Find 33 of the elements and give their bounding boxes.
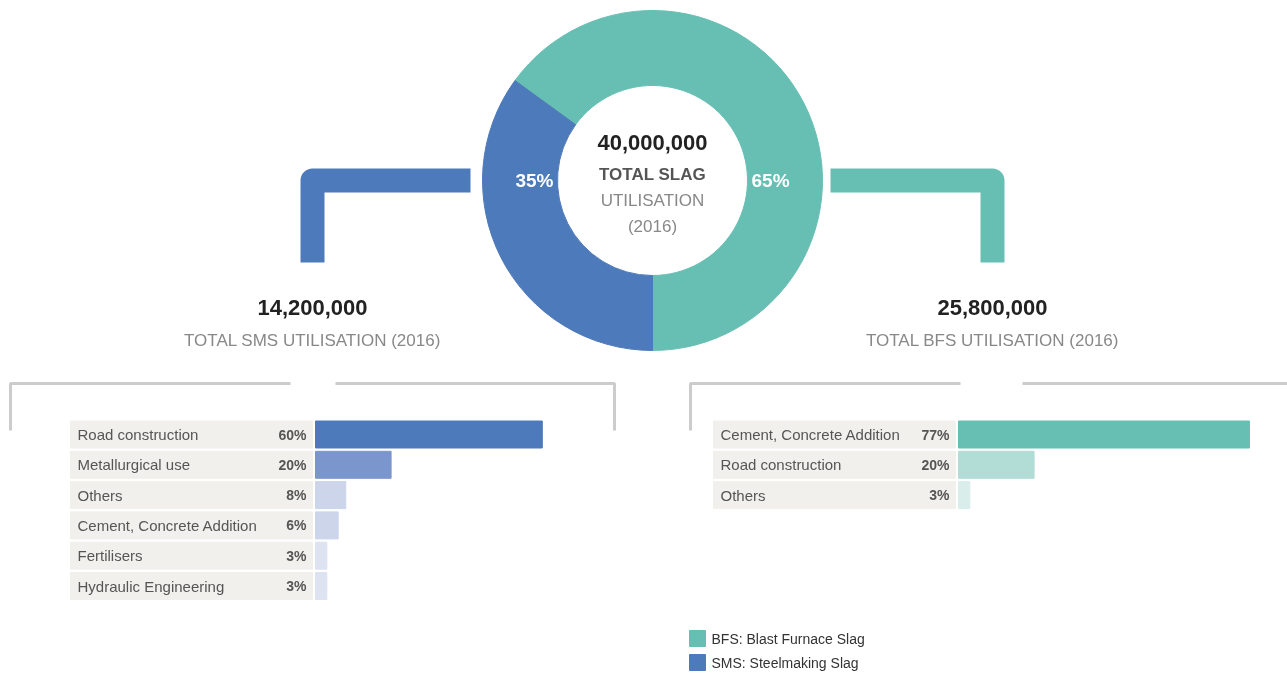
chart-subtitle: TOTAL BFS UTILISATION (2016) bbox=[865, 331, 1119, 350]
data-label: 60% bbox=[278, 426, 308, 443]
data-label: 65% bbox=[751, 170, 790, 191]
legend-label: BFS: Blast Furnace Slag bbox=[711, 630, 865, 647]
data-label: 35% bbox=[515, 170, 554, 191]
text: 40,000,000 bbox=[597, 130, 708, 155]
bar bbox=[315, 450, 392, 479]
chart-subtitle: TOTAL SMS UTILISATION (2016) bbox=[184, 331, 441, 350]
text: TOTAL SLAG UTILISATION (2016) bbox=[598, 165, 706, 236]
data-label: 3% bbox=[286, 578, 308, 594]
y-tick-label: Fertilisers bbox=[77, 547, 143, 565]
y-tick-label: Others bbox=[720, 486, 766, 504]
data-label: 20% bbox=[921, 456, 951, 473]
data-label: 6% bbox=[286, 517, 308, 534]
y-tick-label: Cement, Concrete Addition bbox=[720, 426, 900, 443]
y-tick-label: Road construction bbox=[720, 456, 842, 474]
y-tick-label: Cement, Concrete Addition bbox=[77, 516, 257, 534]
data-label: 3% bbox=[929, 487, 951, 504]
bar bbox=[315, 541, 328, 570]
data-label: 77% bbox=[921, 426, 951, 443]
bar bbox=[315, 481, 347, 510]
chart-title: 25,800,000 bbox=[937, 295, 1048, 320]
y-tick-label: Hydraulic Engineering bbox=[77, 577, 225, 595]
chart-title: 14,200,000 bbox=[257, 295, 368, 320]
y-tick-label: Others bbox=[77, 486, 123, 504]
data-label: 8% bbox=[286, 487, 308, 504]
data-label: 3% bbox=[286, 547, 308, 564]
legend-label: SMS: Steelmaking Slag bbox=[711, 654, 859, 671]
y-tick-label: Road construction bbox=[77, 426, 199, 443]
data-label: 20% bbox=[278, 456, 308, 473]
y-tick-label: Metallurgical use bbox=[77, 456, 191, 474]
bar bbox=[315, 511, 339, 540]
bar bbox=[315, 572, 328, 600]
